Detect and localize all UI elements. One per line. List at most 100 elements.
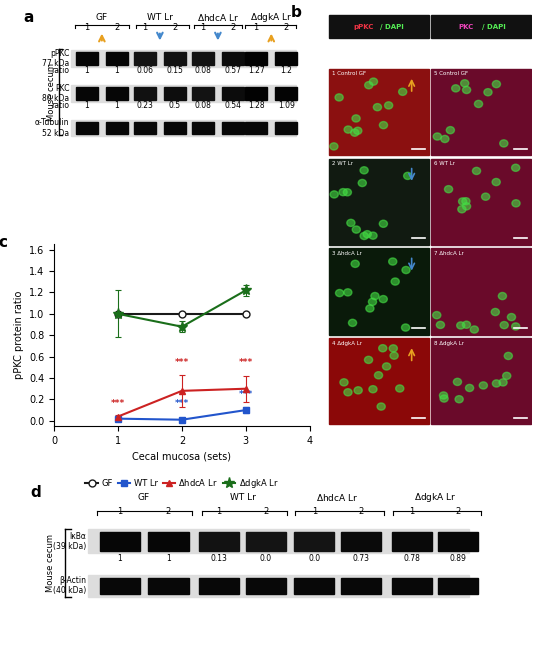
- Circle shape: [445, 128, 453, 135]
- Circle shape: [453, 209, 462, 216]
- Text: 1: 1: [84, 66, 89, 75]
- Text: 0.0: 0.0: [308, 554, 320, 563]
- Bar: [134, 87, 156, 99]
- Circle shape: [334, 320, 342, 327]
- Text: 2: 2: [115, 24, 119, 33]
- Circle shape: [363, 413, 371, 420]
- Bar: [431, 15, 531, 38]
- Bar: [392, 577, 432, 594]
- Text: ***: ***: [238, 390, 253, 400]
- Circle shape: [340, 278, 348, 285]
- Text: 8 ΔdgkA Lr: 8 ΔdgkA Lr: [434, 341, 464, 346]
- Bar: [431, 69, 531, 155]
- Bar: [199, 532, 239, 551]
- Bar: [294, 577, 334, 594]
- Circle shape: [481, 117, 489, 124]
- Circle shape: [368, 190, 376, 198]
- Text: 2: 2: [172, 24, 178, 33]
- Circle shape: [484, 146, 493, 153]
- Circle shape: [368, 141, 376, 148]
- Text: ratio: ratio: [52, 66, 70, 75]
- Text: c: c: [0, 235, 7, 250]
- Circle shape: [381, 93, 389, 100]
- Circle shape: [476, 309, 484, 316]
- Circle shape: [512, 192, 520, 199]
- Text: 1: 1: [117, 507, 123, 516]
- Text: 1.2: 1.2: [280, 66, 292, 75]
- Text: ***: ***: [238, 358, 253, 368]
- Circle shape: [373, 324, 381, 331]
- Text: GF: GF: [96, 12, 108, 22]
- Text: 0.5: 0.5: [169, 101, 181, 110]
- Text: 2 WT Lr: 2 WT Lr: [332, 162, 353, 166]
- Y-axis label: pPKC protein ratio: pPKC protein ratio: [14, 291, 24, 379]
- Bar: [106, 87, 128, 99]
- Circle shape: [361, 261, 369, 268]
- Text: 0.23: 0.23: [136, 101, 153, 110]
- Bar: [392, 532, 432, 551]
- Circle shape: [380, 205, 388, 213]
- Text: ***: ***: [175, 399, 189, 408]
- Text: 1: 1: [254, 24, 259, 33]
- Bar: [106, 52, 128, 65]
- Text: WT Lr: WT Lr: [230, 492, 255, 502]
- Bar: [192, 122, 214, 133]
- Bar: [71, 120, 295, 136]
- Bar: [438, 532, 478, 551]
- Text: α-Tubulin
52 kDa: α-Tubulin 52 kDa: [35, 118, 70, 137]
- Text: 0.13: 0.13: [211, 554, 228, 563]
- Bar: [341, 577, 381, 594]
- Circle shape: [477, 290, 485, 298]
- Text: PKC
80 kDa: PKC 80 kDa: [42, 84, 70, 103]
- Circle shape: [500, 119, 508, 126]
- Circle shape: [334, 400, 342, 407]
- Circle shape: [342, 376, 350, 383]
- Bar: [76, 52, 98, 65]
- Circle shape: [406, 120, 414, 128]
- Circle shape: [331, 379, 339, 387]
- Bar: [431, 338, 531, 424]
- Text: 2: 2: [456, 507, 461, 516]
- Circle shape: [502, 174, 510, 181]
- Circle shape: [485, 208, 494, 215]
- Text: 7 ΔhdcA Lr: 7 ΔhdcA Lr: [434, 251, 464, 256]
- Circle shape: [509, 217, 517, 224]
- Circle shape: [498, 220, 506, 227]
- Legend: GF, WT Lr, $\Delta$hdcA Lr, $\Delta$dgkA Lr: GF, WT Lr, $\Delta$hdcA Lr, $\Delta$dgkA…: [82, 474, 282, 494]
- Text: 1: 1: [409, 507, 414, 516]
- Text: 1: 1: [166, 554, 171, 563]
- Circle shape: [371, 117, 379, 124]
- Text: 1: 1: [217, 507, 222, 516]
- Text: 4 ΔdgkA Lr: 4 ΔdgkA Lr: [332, 341, 362, 346]
- Circle shape: [483, 271, 491, 279]
- Text: 1: 1: [117, 554, 122, 563]
- Circle shape: [344, 207, 352, 215]
- Text: 1: 1: [142, 24, 148, 33]
- Text: 0.0: 0.0: [260, 554, 272, 563]
- Bar: [245, 532, 286, 551]
- Bar: [294, 532, 334, 551]
- Circle shape: [362, 111, 370, 118]
- Circle shape: [386, 405, 394, 413]
- Circle shape: [487, 363, 495, 370]
- Bar: [329, 15, 429, 38]
- Text: 1: 1: [84, 24, 90, 33]
- Text: ***: ***: [111, 399, 125, 408]
- Circle shape: [402, 234, 410, 241]
- Circle shape: [390, 114, 398, 121]
- Text: β-Actin
(40 kDa): β-Actin (40 kDa): [53, 576, 86, 595]
- Text: PKC: PKC: [458, 24, 473, 29]
- Circle shape: [486, 383, 494, 390]
- Text: 2: 2: [230, 24, 236, 33]
- Circle shape: [435, 187, 443, 194]
- Bar: [275, 122, 298, 133]
- Text: pPKC
77 kDa: pPKC 77 kDa: [42, 49, 70, 68]
- Text: 0.89: 0.89: [450, 554, 466, 563]
- Bar: [106, 122, 128, 133]
- Text: 0.06: 0.06: [136, 66, 153, 75]
- Circle shape: [409, 88, 418, 95]
- Circle shape: [442, 252, 450, 260]
- Circle shape: [493, 119, 501, 126]
- Circle shape: [435, 134, 444, 141]
- Text: 3 ΔhdcA Lr: 3 ΔhdcA Lr: [332, 251, 362, 256]
